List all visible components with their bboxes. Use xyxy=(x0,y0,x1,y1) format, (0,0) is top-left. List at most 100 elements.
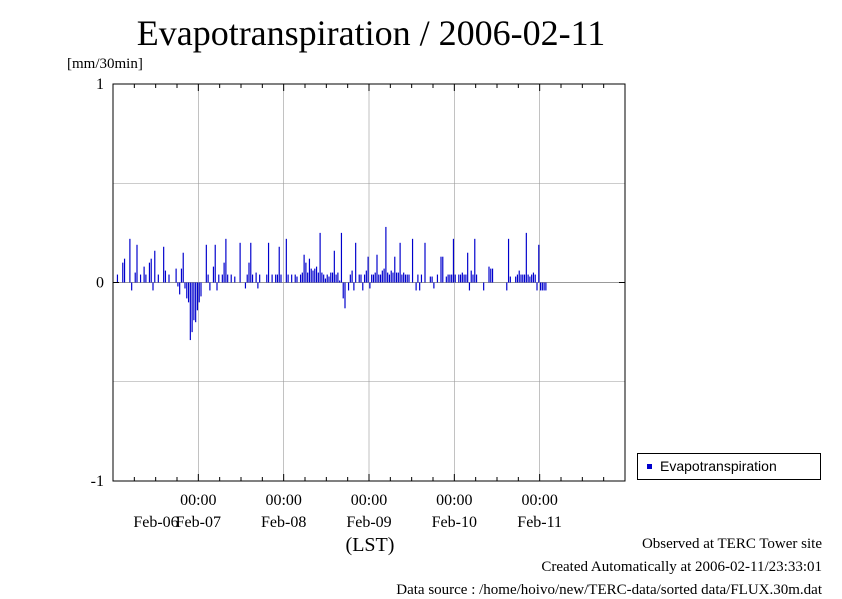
axis-labels: 10-1Feb-0600:00Feb-0700:00Feb-0800:00Feb… xyxy=(91,76,562,531)
bar xyxy=(401,274,403,283)
bar xyxy=(470,270,472,283)
bar xyxy=(417,274,419,283)
bar xyxy=(545,282,547,291)
bar xyxy=(248,262,250,283)
bar xyxy=(189,282,191,341)
bar xyxy=(278,246,280,283)
bar xyxy=(205,244,207,283)
bar xyxy=(148,262,151,283)
bar xyxy=(307,272,309,283)
bar xyxy=(230,274,232,283)
bar xyxy=(379,274,382,283)
bar xyxy=(308,258,311,283)
bar xyxy=(388,274,391,283)
bar xyxy=(371,274,373,283)
bar xyxy=(369,282,371,289)
x-time-label: 00:00 xyxy=(436,492,472,509)
bar xyxy=(129,238,131,283)
bar xyxy=(168,274,170,283)
bar xyxy=(461,272,463,283)
bar xyxy=(363,274,366,283)
bar xyxy=(538,244,540,283)
bar xyxy=(328,276,330,283)
bar xyxy=(467,252,469,283)
bar xyxy=(209,282,211,291)
bar xyxy=(387,272,389,283)
bar xyxy=(259,274,261,283)
x-date-label: Feb-07 xyxy=(176,514,221,531)
bar xyxy=(326,274,328,283)
legend-box: Evapotranspiration xyxy=(637,453,821,480)
bar xyxy=(472,274,474,283)
bar xyxy=(122,262,124,283)
bar xyxy=(198,282,200,303)
bar xyxy=(445,276,447,283)
bar xyxy=(340,232,343,283)
y-tick-label: 0 xyxy=(96,275,104,292)
bar xyxy=(408,274,410,283)
bar xyxy=(321,272,323,283)
bar xyxy=(164,270,167,283)
bar xyxy=(463,274,465,283)
bar xyxy=(395,272,398,283)
bar xyxy=(251,274,254,283)
bar xyxy=(518,270,520,283)
bar xyxy=(214,244,216,283)
y-tick-label: -1 xyxy=(91,473,104,490)
bar xyxy=(358,274,360,283)
axis-ticks xyxy=(112,83,626,482)
bar xyxy=(333,250,335,283)
bar xyxy=(335,274,337,283)
bar xyxy=(374,272,376,283)
bar xyxy=(257,282,259,289)
y-tick-label: 1 xyxy=(96,76,104,93)
bar xyxy=(411,238,414,283)
bar xyxy=(347,282,350,291)
x-date-label: Feb-09 xyxy=(346,514,391,531)
bar xyxy=(227,274,229,283)
bar xyxy=(324,278,327,283)
bar xyxy=(367,256,369,283)
bar xyxy=(475,274,478,283)
legend-label: Evapotranspiration xyxy=(660,458,777,474)
x-time-label: 00:00 xyxy=(351,492,387,509)
bar xyxy=(218,274,220,283)
bar xyxy=(157,274,159,283)
bar xyxy=(266,274,268,283)
bar xyxy=(523,274,526,283)
bar xyxy=(305,262,307,283)
bar xyxy=(234,276,236,283)
bar xyxy=(342,282,344,299)
bar xyxy=(516,274,519,283)
bar xyxy=(310,268,312,283)
bar xyxy=(440,256,442,283)
bar xyxy=(454,274,456,283)
bar xyxy=(134,272,136,283)
bar xyxy=(330,272,332,283)
bar xyxy=(116,274,119,283)
x-time-label: 00:00 xyxy=(265,492,301,509)
bar xyxy=(275,274,277,283)
bar xyxy=(291,274,293,283)
y-axis-unit-label: [mm/30min] xyxy=(67,56,143,72)
bar xyxy=(420,274,423,283)
bar xyxy=(200,282,202,297)
bar xyxy=(223,262,225,283)
grid-lines xyxy=(113,84,625,481)
bar xyxy=(246,274,248,283)
x-date-label: Feb-08 xyxy=(261,514,306,531)
bar xyxy=(145,274,147,283)
bar xyxy=(394,256,396,283)
bar xyxy=(536,282,538,291)
bar xyxy=(315,266,318,283)
bar xyxy=(520,274,522,283)
bar xyxy=(355,242,357,283)
bar xyxy=(509,276,511,283)
bar xyxy=(225,238,227,283)
bar xyxy=(353,282,355,291)
bar xyxy=(436,274,439,283)
bar xyxy=(372,274,375,283)
bar xyxy=(525,232,527,283)
bar xyxy=(184,282,186,289)
x-axis-label: (LST) xyxy=(345,534,395,556)
